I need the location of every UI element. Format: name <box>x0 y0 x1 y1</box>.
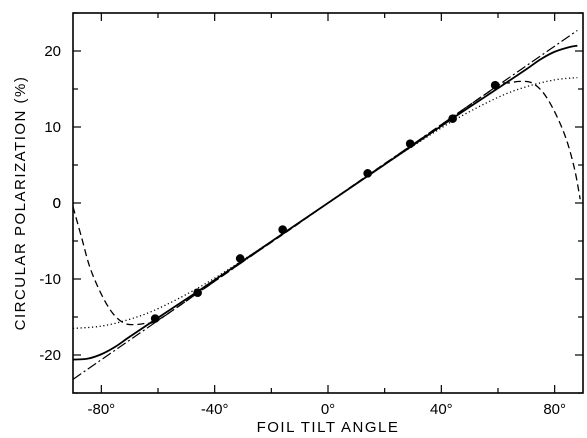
data-point <box>405 139 415 149</box>
y-tick-label: 20 <box>44 43 61 60</box>
y-axis-label: CIRCULAR POLARIZATION (%) <box>12 76 29 331</box>
y-tick-label: 0 <box>53 195 61 212</box>
x-tick-label: -80° <box>87 401 115 418</box>
curve-solid <box>72 44 578 361</box>
y-tick-label: 10 <box>44 119 61 136</box>
data-point <box>448 114 457 123</box>
data-points <box>150 80 500 323</box>
plot-frame <box>72 12 584 394</box>
x-axis-label: FOIL TILT ANGLE <box>257 419 400 436</box>
x-tick-label: -40° <box>201 401 229 418</box>
data-point <box>278 225 287 234</box>
curve-dashed <box>72 80 581 326</box>
x-tick-label: 80° <box>543 401 566 418</box>
curve-dotted <box>72 76 578 330</box>
y-tick-label: -10 <box>39 271 61 288</box>
data-point <box>150 314 160 323</box>
data-point <box>193 288 202 297</box>
x-tick-label: 0° <box>321 401 335 418</box>
data-point <box>235 254 245 263</box>
data-point <box>363 169 372 178</box>
x-tick-label: 40° <box>430 401 453 418</box>
theory-curves <box>72 29 581 380</box>
y-tick-label: -20 <box>39 347 61 364</box>
y-tick-label-zero: 0 <box>53 195 61 212</box>
data-point <box>490 80 500 90</box>
